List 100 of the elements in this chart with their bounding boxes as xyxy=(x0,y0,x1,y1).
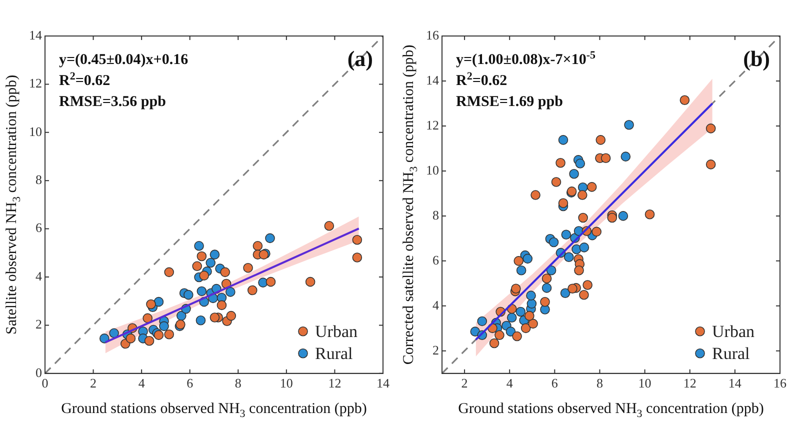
y-tick-label: 10 xyxy=(29,124,42,139)
x-tick-label: 14 xyxy=(376,376,390,391)
x-tick-label: 6 xyxy=(551,376,558,391)
point xyxy=(247,285,258,296)
point xyxy=(142,313,153,324)
point xyxy=(578,212,588,223)
point xyxy=(512,331,522,342)
point xyxy=(144,336,154,346)
point xyxy=(146,299,156,310)
annotation: RMSE=1.69 ppb xyxy=(456,94,563,110)
x-tick-label: 14 xyxy=(728,376,742,391)
point xyxy=(210,312,220,322)
x-tick-label: 8 xyxy=(596,376,603,391)
point xyxy=(226,310,236,321)
x-tick-label: 2 xyxy=(90,376,97,391)
point xyxy=(568,284,578,294)
point xyxy=(607,212,618,223)
point xyxy=(506,326,516,336)
x-tick-label: 4 xyxy=(138,376,146,391)
y-tick-label: 0 xyxy=(36,364,42,380)
point xyxy=(624,120,634,130)
point xyxy=(352,252,362,262)
point xyxy=(586,182,597,192)
point xyxy=(494,330,504,340)
point xyxy=(243,262,253,273)
x-tick-label: 10 xyxy=(280,376,293,391)
legend-label: Rural xyxy=(712,344,750,363)
point xyxy=(192,261,202,272)
annotation: (b) xyxy=(743,46,770,71)
point xyxy=(199,270,209,280)
point xyxy=(194,241,204,251)
point xyxy=(596,135,606,145)
point xyxy=(514,256,524,266)
x-tick-label: 2 xyxy=(461,376,468,391)
point xyxy=(577,190,588,200)
point xyxy=(574,265,584,276)
x-tick-label: 16 xyxy=(774,376,787,391)
legend-label: Urban xyxy=(712,322,755,341)
point xyxy=(575,158,586,168)
point xyxy=(528,318,538,329)
point xyxy=(579,290,589,300)
point xyxy=(582,280,592,290)
point xyxy=(506,312,517,323)
point xyxy=(644,209,655,220)
y-tick-label: 8 xyxy=(432,207,439,222)
point xyxy=(220,267,230,278)
point xyxy=(564,252,574,262)
point xyxy=(210,250,220,260)
y-axis-title: Satellite observed NH3 concentration (ppb) xyxy=(4,74,23,334)
y-tick-label: 14 xyxy=(426,72,440,88)
point xyxy=(618,211,628,221)
annotation: RMSE=3.56 ppb xyxy=(59,94,166,110)
point xyxy=(548,237,559,248)
point xyxy=(196,315,206,326)
y-tick-label: 14 xyxy=(29,27,42,42)
point xyxy=(592,226,602,237)
y-tick-label: 4 xyxy=(36,268,42,284)
point xyxy=(560,288,570,298)
y-tick-label: 12 xyxy=(29,76,42,91)
y-tick-label: 8 xyxy=(36,172,42,188)
y-tick-label: 6 xyxy=(432,252,440,268)
point xyxy=(126,334,136,344)
point xyxy=(99,334,110,344)
point xyxy=(206,258,216,268)
point xyxy=(572,244,582,254)
point xyxy=(159,321,169,332)
point xyxy=(489,338,500,348)
point xyxy=(522,254,533,264)
point xyxy=(164,329,174,340)
point xyxy=(196,286,207,296)
point xyxy=(352,234,362,245)
point xyxy=(542,283,552,293)
point xyxy=(252,241,263,251)
x-tick-label: 12 xyxy=(683,376,696,391)
point xyxy=(561,230,572,240)
y-tick-label: 16 xyxy=(426,27,440,42)
point xyxy=(706,124,716,134)
y-tick-label: 6 xyxy=(36,220,42,236)
point xyxy=(542,274,552,284)
point xyxy=(516,265,526,276)
point xyxy=(265,233,275,244)
point xyxy=(540,296,550,307)
point xyxy=(216,300,227,310)
point xyxy=(526,298,537,309)
x-tick-label: 8 xyxy=(234,376,242,391)
point xyxy=(109,328,119,338)
x-tick-label: 10 xyxy=(638,376,652,391)
point xyxy=(620,152,631,162)
point xyxy=(680,95,690,106)
point xyxy=(266,276,276,287)
y-tick-label: 12 xyxy=(426,117,439,132)
point xyxy=(569,168,579,179)
point xyxy=(184,290,194,300)
legend-label: Rural xyxy=(315,344,354,363)
annotation: (a) xyxy=(347,46,374,71)
y-tick-label: 2 xyxy=(36,316,42,332)
point xyxy=(154,296,164,307)
point xyxy=(551,177,562,187)
point xyxy=(520,323,531,334)
point xyxy=(196,251,207,262)
